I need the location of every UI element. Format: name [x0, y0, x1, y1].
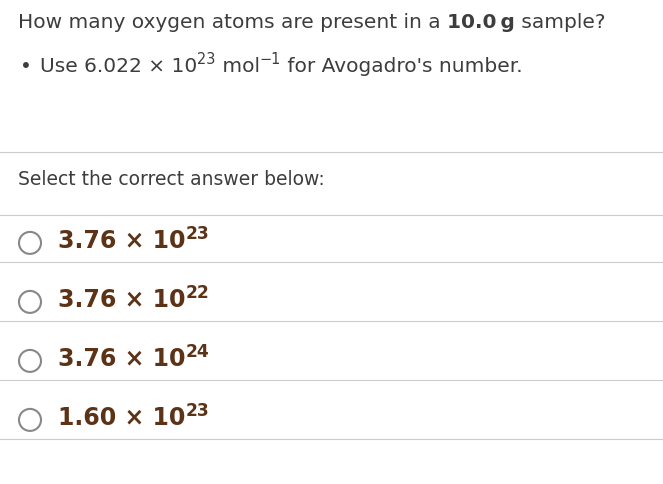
Text: 1.60 × 10: 1.60 × 10 — [58, 406, 186, 430]
Text: sample?: sample? — [515, 13, 605, 32]
Text: 23: 23 — [198, 52, 215, 67]
Text: mol: mol — [215, 57, 260, 76]
Text: 3.76 × 10: 3.76 × 10 — [58, 288, 186, 312]
Text: Use 6.022 × 10: Use 6.022 × 10 — [40, 57, 198, 76]
Text: −1: −1 — [260, 52, 281, 67]
Text: 24: 24 — [186, 343, 210, 361]
Text: 23: 23 — [186, 402, 209, 420]
Text: 23: 23 — [186, 225, 210, 243]
Text: for Avogadro's number.: for Avogadro's number. — [281, 57, 522, 76]
Text: 3.76 × 10: 3.76 × 10 — [58, 347, 186, 371]
Text: How many oxygen atoms are present in a: How many oxygen atoms are present in a — [18, 13, 447, 32]
Text: 10.0 g: 10.0 g — [447, 13, 515, 32]
Text: 22: 22 — [186, 284, 210, 302]
Text: Select the correct answer below:: Select the correct answer below: — [18, 170, 325, 189]
Text: 3.76 × 10: 3.76 × 10 — [58, 229, 186, 253]
Text: •: • — [20, 57, 32, 76]
